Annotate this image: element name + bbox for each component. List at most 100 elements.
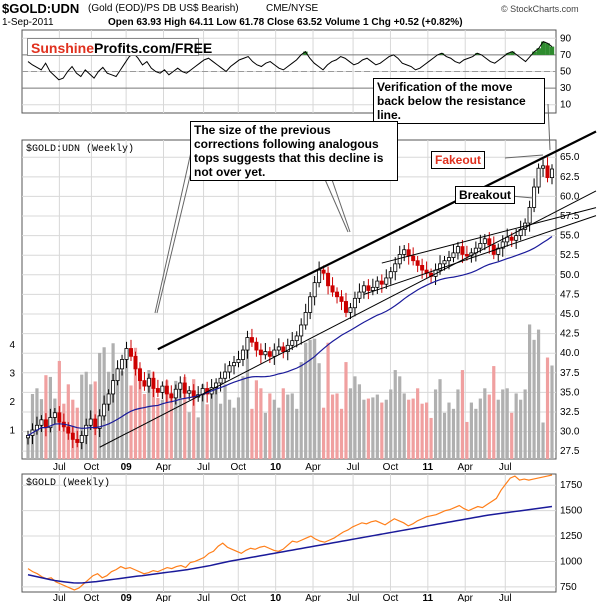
candle-body xyxy=(245,337,250,351)
gold-x-tick: Oct xyxy=(383,593,399,602)
volume-bar xyxy=(308,339,312,459)
candle-body xyxy=(66,426,71,434)
gold-y-tick: 1500 xyxy=(560,506,583,517)
candle-body xyxy=(124,348,129,360)
candle-body xyxy=(482,238,487,244)
volume-bar xyxy=(447,402,451,459)
candle-body xyxy=(178,382,183,390)
chart-description: (Gold (EOD)/PS DB US$ Bearish) xyxy=(88,3,239,14)
volume-bar xyxy=(129,385,133,459)
resistance-line xyxy=(157,130,597,351)
volume-y-tick: 4 xyxy=(9,340,15,351)
pointer-line xyxy=(154,142,194,314)
gold-x-tick: Apr xyxy=(457,593,473,602)
volume-value: 1 xyxy=(363,17,369,28)
candle-body xyxy=(326,272,331,287)
volume-bar xyxy=(380,402,384,459)
candle-body xyxy=(43,419,48,429)
candle-body xyxy=(446,257,451,262)
rsi-y-tick: 30 xyxy=(560,83,572,94)
volume-bar xyxy=(536,329,541,459)
gold-y-tick: 1250 xyxy=(560,531,583,542)
price-x-tick: Jul xyxy=(197,462,210,473)
price-y-tick: 35.0 xyxy=(560,387,580,398)
volume-bar xyxy=(227,399,232,459)
candle-body xyxy=(402,249,407,255)
price-x-tick: Jul xyxy=(347,462,360,473)
chart-symbol: $GOLD:UDN xyxy=(2,1,80,16)
gold-x-tick: Oct xyxy=(84,593,100,602)
chg-value: +0.52 (+0.82%) xyxy=(393,17,463,28)
candle-body xyxy=(348,307,353,313)
volume-bar xyxy=(196,417,200,459)
candle-body xyxy=(88,418,93,426)
low-label: Low xyxy=(216,17,237,28)
gold-x-tick: Apr xyxy=(156,593,172,602)
outer-trend-line xyxy=(363,215,597,295)
volume-bar xyxy=(492,366,496,459)
price-x-tick: Apr xyxy=(156,462,172,473)
candle-body xyxy=(415,260,420,266)
chart-exchange: CME/NYSE xyxy=(266,3,319,14)
candle-body xyxy=(102,403,107,417)
gold-price-line xyxy=(27,474,553,591)
candle-body xyxy=(84,424,89,436)
volume-bar xyxy=(178,384,182,459)
price-x-tick: Jul xyxy=(53,462,66,473)
volume-y-tick: 1 xyxy=(9,425,15,436)
volume-bar xyxy=(133,347,138,459)
candle-body xyxy=(57,412,62,423)
price-y-tick: 47.5 xyxy=(560,289,580,300)
candle-body xyxy=(308,296,313,313)
volume-bar xyxy=(66,384,70,459)
volume-bar xyxy=(245,347,250,459)
annotation-breakout: Breakout xyxy=(455,186,516,204)
rsi-y-tick: 90 xyxy=(560,33,572,44)
candle-body xyxy=(388,271,393,279)
candle-body xyxy=(406,249,411,257)
volume-bar xyxy=(375,394,379,459)
volume-bar xyxy=(115,367,120,459)
volume-bar xyxy=(218,403,223,459)
rsi-overbought-fill xyxy=(510,51,515,55)
candle-body xyxy=(496,247,501,255)
candle-body xyxy=(478,243,483,249)
volume-bar xyxy=(192,379,196,459)
volume-bar xyxy=(290,393,294,459)
candle-body xyxy=(312,282,317,298)
volume-bar xyxy=(321,407,326,459)
price-panel-label: $GOLD:UDN (Weekly) xyxy=(26,143,134,155)
price-x-tick: Apr xyxy=(457,462,473,473)
candle-body xyxy=(339,296,344,302)
candle-body xyxy=(451,252,456,258)
volume-bar xyxy=(366,398,370,459)
volume-bar xyxy=(474,408,478,459)
volume-bar xyxy=(259,388,263,459)
candle-body xyxy=(218,377,223,384)
candle-body xyxy=(438,263,443,271)
candle-body xyxy=(330,285,335,293)
volume-bar xyxy=(223,384,227,459)
price-y-tick: 42.5 xyxy=(560,329,580,340)
volume-bar xyxy=(371,397,375,459)
candle-body xyxy=(133,355,138,370)
volume-bar xyxy=(241,376,245,459)
rsi-line xyxy=(27,41,553,81)
candle-body xyxy=(164,385,169,395)
candle-body xyxy=(442,260,447,265)
volume-bar xyxy=(451,408,456,459)
rsi-overbought-fill xyxy=(439,53,445,55)
candle-body xyxy=(120,359,125,370)
gold-x-tick: 11 xyxy=(423,593,434,602)
candle-body xyxy=(384,277,389,285)
candle-body xyxy=(155,388,160,393)
volume-bar xyxy=(84,371,88,459)
price-y-tick: 27.5 xyxy=(560,446,580,457)
volume-bar xyxy=(402,393,406,459)
candle-body xyxy=(375,280,380,288)
candle-body xyxy=(129,348,134,357)
volume-bar xyxy=(344,362,348,459)
volume-bar xyxy=(393,370,397,459)
candle-body xyxy=(70,432,75,440)
volume-bar xyxy=(98,352,102,459)
